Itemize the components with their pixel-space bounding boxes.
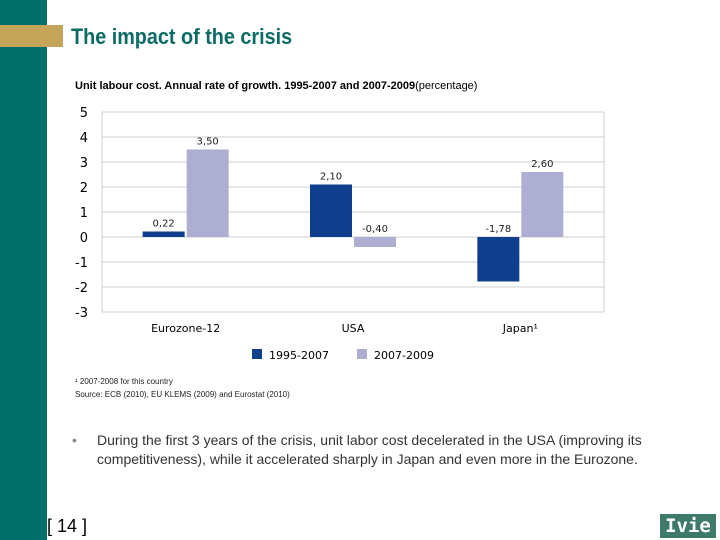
y-tick-label: 5 xyxy=(80,106,88,121)
chart-title: Unit labour cost. Annual rate of growth.… xyxy=(75,80,477,92)
bar xyxy=(354,237,396,247)
bullet-text: During the first 3 years of the crisis, … xyxy=(97,432,642,467)
ivie-logo: Ivie xyxy=(660,514,716,538)
data-label: -1,78 xyxy=(485,224,511,235)
y-tick-label: 1 xyxy=(80,206,88,221)
chart-title-suffix: (percentage) xyxy=(415,80,478,92)
bar xyxy=(310,184,352,237)
bar xyxy=(142,231,185,237)
data-label: 2,10 xyxy=(320,172,342,183)
legend-label: 2007-2009 xyxy=(374,349,434,362)
y-tick-label: -2 xyxy=(75,281,88,296)
y-tick-label: -1 xyxy=(75,256,88,271)
data-label: 2,60 xyxy=(531,159,553,170)
footnote: ¹ 2007-2008 for this country xyxy=(75,377,173,386)
y-tick-label: -3 xyxy=(75,306,88,321)
title-accent-bar xyxy=(0,25,63,47)
slide-title: The impact of the crisis xyxy=(71,24,293,49)
data-label: -0,40 xyxy=(362,224,388,235)
page-number: [ 14 ] xyxy=(47,516,88,536)
y-tick-label: 2 xyxy=(80,181,88,196)
x-tick-label: Japan¹ xyxy=(502,322,538,335)
y-tick-label: 3 xyxy=(80,156,88,171)
data-label: 3,50 xyxy=(197,137,219,148)
x-tick-label: USA xyxy=(342,322,365,335)
y-tick-label: 4 xyxy=(80,131,88,146)
x-tick-label: Eurozone-12 xyxy=(151,322,220,335)
source-note: Source: ECB (2010), EU KLEMS (2009) and … xyxy=(75,390,290,399)
legend-swatch xyxy=(252,349,262,359)
bullet-icon: • xyxy=(72,432,77,448)
y-tick-label: 0 xyxy=(80,231,88,246)
chart-title-main: Unit labour cost. Annual rate of growth.… xyxy=(75,80,416,92)
legend-label: 1995-2007 xyxy=(269,349,329,362)
sidebar-band xyxy=(0,0,47,540)
data-label: 0,22 xyxy=(153,219,175,230)
legend-swatch xyxy=(357,349,367,359)
bar xyxy=(521,172,564,237)
bar xyxy=(186,149,229,237)
bar xyxy=(477,237,520,282)
